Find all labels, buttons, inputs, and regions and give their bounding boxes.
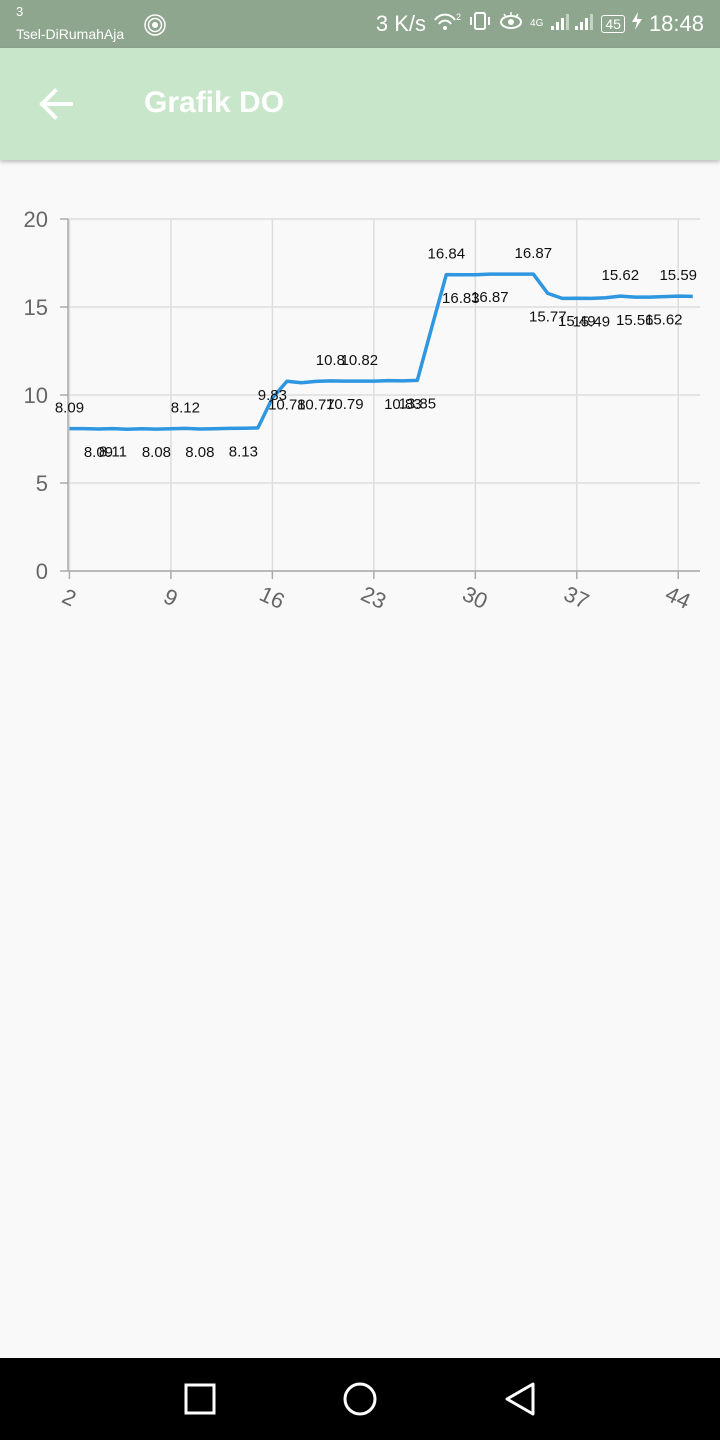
do-line-chart: 0 5 10 15 20 2 9 16 23 30 37 44 8.09 8.09 8.11 8.08 8.12… bbox=[0, 180, 720, 640]
x-tick-label: 37 bbox=[560, 581, 593, 614]
svg-text:2: 2 bbox=[456, 12, 462, 22]
data-label: 13.85 bbox=[399, 395, 437, 412]
data-label: 10.77 bbox=[297, 396, 335, 413]
triangle-back-icon bbox=[505, 1382, 535, 1416]
data-label: 16.84 bbox=[428, 246, 466, 263]
data-label: 16.87 bbox=[515, 245, 553, 262]
data-label: 15.77 bbox=[529, 308, 567, 325]
data-label: 16.87 bbox=[471, 289, 509, 306]
series-line bbox=[69, 272, 693, 432]
data-label: 8.12 bbox=[171, 399, 200, 416]
y-tick-label: 5 bbox=[36, 471, 48, 496]
data-label: 8.13 bbox=[229, 443, 258, 460]
carrier-name: Tsel-DiRumahAja bbox=[16, 26, 125, 42]
data-label: 10.83 bbox=[384, 396, 422, 413]
y-tick-label: 10 bbox=[24, 383, 48, 408]
data-label: 8.09 bbox=[84, 444, 113, 461]
home-button[interactable] bbox=[330, 1374, 390, 1424]
signal-icon bbox=[549, 10, 595, 38]
data-label: 15.56 bbox=[616, 312, 654, 329]
x-tick-label: 30 bbox=[459, 581, 492, 614]
charging-bolt-icon bbox=[631, 11, 643, 37]
y-tick-label: 0 bbox=[36, 559, 48, 584]
data-label: 15.59 bbox=[659, 267, 697, 284]
circle-home-icon bbox=[343, 1382, 377, 1416]
x-tick-label: 44 bbox=[662, 581, 695, 614]
wifi-calling-icon: 2 bbox=[432, 11, 462, 38]
data-label: 8.08 bbox=[142, 444, 171, 461]
data-label: 15.62 bbox=[645, 312, 683, 329]
data-label: 8.09 bbox=[55, 400, 84, 417]
arrow-back-icon bbox=[39, 88, 73, 120]
data-label: 10.78 bbox=[268, 396, 306, 413]
x-tick-label: 9 bbox=[160, 584, 182, 612]
data-label: 10.8 bbox=[316, 352, 345, 369]
nav-back-button[interactable] bbox=[490, 1374, 550, 1424]
back-button[interactable] bbox=[28, 78, 84, 130]
eye-comfort-icon bbox=[498, 10, 524, 38]
status-bar: 3 Tsel-DiRumahAja 3 K/s 2 4G 45 18:48 bbox=[0, 0, 720, 48]
status-icons: 3 K/s 2 4G 45 18:48 bbox=[376, 10, 704, 38]
square-recents-icon bbox=[184, 1383, 216, 1415]
data-label: 16.83 bbox=[442, 290, 480, 307]
x-tick-label: 16 bbox=[256, 581, 289, 614]
data-label: 8.08 bbox=[185, 444, 214, 461]
data-label: 10.82 bbox=[341, 352, 379, 369]
network-speed: 3 K/s bbox=[375, 11, 427, 36]
app-bar: Grafik DO bbox=[0, 48, 720, 160]
x-tick-label: 2 bbox=[58, 584, 80, 612]
clock: 18:48 bbox=[648, 11, 704, 36]
page-title: Grafik DO bbox=[144, 86, 285, 119]
recents-button[interactable] bbox=[170, 1374, 230, 1424]
y-tick-label: 20 bbox=[24, 207, 48, 232]
x-tick-label: 23 bbox=[357, 581, 390, 614]
carrier-number: 3 bbox=[16, 4, 24, 19]
vibrate-icon bbox=[468, 10, 492, 38]
system-nav-bar bbox=[0, 1358, 720, 1440]
y-tick-label: 15 bbox=[24, 295, 48, 320]
data-label: 15.49 bbox=[573, 313, 611, 330]
battery-level: 45 bbox=[601, 15, 625, 33]
data-label: 15.49 bbox=[558, 313, 596, 330]
data-label: 8.11 bbox=[99, 444, 127, 461]
network-type: 4G bbox=[530, 18, 544, 29]
data-label: 10.79 bbox=[326, 396, 364, 413]
hotspot-icon bbox=[144, 14, 166, 41]
data-label: 9.83 bbox=[258, 387, 287, 404]
data-label: 15.62 bbox=[602, 267, 640, 284]
